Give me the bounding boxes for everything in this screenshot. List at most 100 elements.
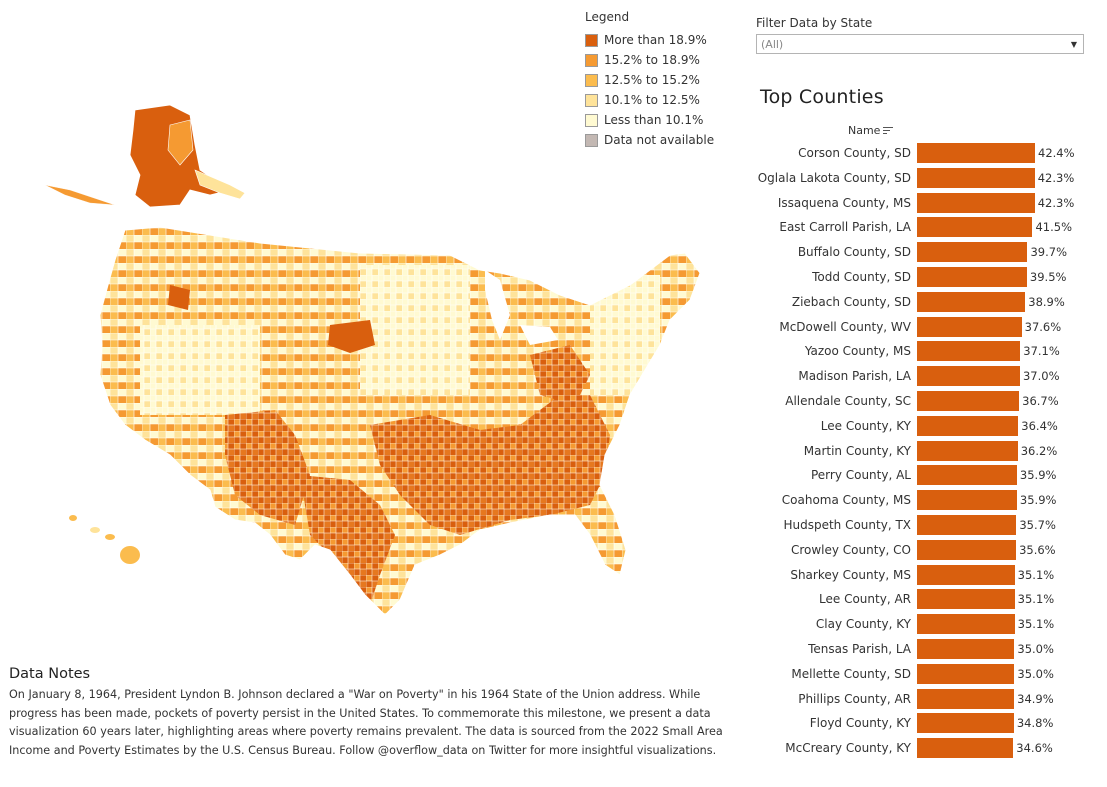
- legend-swatch: [585, 73, 598, 87]
- county-row[interactable]: Todd County, SD 39.5%: [750, 265, 1090, 290]
- county-row[interactable]: Clay County, KY 35.1%: [750, 612, 1090, 637]
- top-counties-title: Top Counties: [760, 86, 884, 108]
- county-choropleth[interactable]: [30, 95, 730, 650]
- county-row[interactable]: Yazoo County, MS 37.1%: [750, 339, 1090, 364]
- poverty-bar[interactable]: [917, 390, 1020, 411]
- county-row[interactable]: Corson County, SD 42.4%: [750, 141, 1090, 166]
- poverty-bar[interactable]: [917, 738, 1014, 759]
- county-row[interactable]: Coahoma County, MS 35.9%: [750, 488, 1090, 513]
- poverty-bar[interactable]: [917, 440, 1018, 461]
- county-name: Corson County, SD: [798, 146, 911, 160]
- sort-icon[interactable]: [883, 126, 894, 135]
- county-row[interactable]: McDowell County, WV 37.6%: [750, 315, 1090, 340]
- county-name: Mellette County, SD: [791, 666, 911, 681]
- poverty-bar[interactable]: [917, 167, 1035, 188]
- county-row[interactable]: Allendale County, SC 36.7%: [750, 389, 1090, 414]
- poverty-value-label: 41.5%: [1035, 220, 1073, 235]
- poverty-bar[interactable]: [917, 341, 1021, 362]
- poverty-bar[interactable]: [917, 688, 1015, 709]
- legend-label: More than 18.9%: [604, 33, 707, 47]
- county-row[interactable]: Lee County, KY 36.4%: [750, 414, 1090, 439]
- poverty-bar[interactable]: [917, 291, 1026, 312]
- poverty-value-label: 36.7%: [1022, 393, 1059, 408]
- state-filter-dropdown[interactable]: (All) ▼: [756, 34, 1084, 54]
- county-name: Lee County, KY: [820, 418, 911, 433]
- county-row[interactable]: Sharkey County, MS 35.1%: [750, 563, 1090, 588]
- hawaii-shape[interactable]: [69, 515, 140, 564]
- county-name: Lee County, AR: [819, 592, 911, 607]
- poverty-bar[interactable]: [917, 465, 1017, 486]
- county-row[interactable]: Hudspeth County, TX 35.7%: [750, 513, 1090, 538]
- legend-swatch: [585, 33, 598, 47]
- legend-item[interactable]: 12.5% to 15.2%: [585, 70, 735, 90]
- poverty-value-label: 35.0%: [1017, 666, 1054, 681]
- poverty-value-label: 42.3%: [1037, 195, 1075, 210]
- county-name: Madison Parish, LA: [798, 369, 911, 384]
- legend-swatch: [585, 113, 598, 127]
- poverty-bar[interactable]: [917, 539, 1017, 560]
- county-name: Perry County, AL: [810, 468, 911, 483]
- poverty-bar[interactable]: [917, 490, 1017, 511]
- name-column-header[interactable]: Name: [848, 124, 894, 137]
- county-name: Crowley County, CO: [790, 542, 911, 557]
- county-name: Martin County, KY: [803, 443, 911, 458]
- county-row[interactable]: Perry County, AL 35.9%: [750, 463, 1090, 488]
- county-name: Allendale County, SC: [785, 393, 911, 408]
- poverty-bar[interactable]: [917, 143, 1035, 163]
- county-row[interactable]: East Carroll Parish, LA 41.5%: [750, 215, 1090, 240]
- county-row[interactable]: Mellette County, SD 35.0%: [750, 662, 1090, 687]
- poverty-bar[interactable]: [917, 638, 1015, 659]
- legend-item[interactable]: 15.2% to 18.9%: [585, 50, 735, 70]
- county-row[interactable]: Ziebach County, SD 38.9%: [750, 290, 1090, 315]
- county-row[interactable]: Madison Parish, LA 37.0%: [750, 364, 1090, 389]
- poverty-value-label: 38.9%: [1028, 294, 1065, 309]
- county-row[interactable]: Martin County, KY 36.2%: [750, 439, 1090, 464]
- legend-item[interactable]: 10.1% to 12.5%: [585, 90, 735, 110]
- county-name: McDowell County, WV: [779, 319, 911, 334]
- filter-title: Filter Data by State: [756, 16, 873, 30]
- poverty-bar[interactable]: [917, 217, 1033, 238]
- county-name: Ziebach County, SD: [791, 294, 911, 309]
- county-name: Oglala Lakota County, SD: [757, 170, 911, 185]
- county-row[interactable]: Buffalo County, SD 39.7%: [750, 240, 1090, 265]
- poverty-bar[interactable]: [917, 366, 1020, 387]
- poverty-bar[interactable]: [917, 713, 1014, 734]
- poverty-bar[interactable]: [917, 192, 1035, 213]
- poverty-bar[interactable]: [917, 415, 1019, 436]
- poverty-value-label: 39.5%: [1029, 269, 1067, 284]
- county-name: Clay County, KY: [815, 617, 911, 632]
- poverty-bar[interactable]: [917, 242, 1028, 263]
- county-row[interactable]: McCreary County, KY 34.6%: [750, 736, 1090, 761]
- poverty-bar[interactable]: [917, 564, 1015, 585]
- county-row[interactable]: Oglala Lakota County, SD 42.3%: [750, 166, 1090, 191]
- legend-swatch: [585, 93, 598, 107]
- county-row[interactable]: Floyd County, KY 34.8%: [750, 711, 1090, 736]
- county-row[interactable]: Tensas Parish, LA 35.0%: [750, 637, 1090, 662]
- poverty-bar[interactable]: [917, 316, 1022, 337]
- us-poverty-map[interactable]: [30, 95, 730, 650]
- legend-item[interactable]: More than 18.9%: [585, 30, 735, 50]
- poverty-bar[interactable]: [917, 266, 1027, 287]
- county-row[interactable]: Phillips County, AR 34.9%: [750, 687, 1090, 712]
- contiguous-us-shape[interactable]: [90, 215, 710, 625]
- poverty-bar[interactable]: [917, 589, 1015, 610]
- chevron-down-icon[interactable]: ▼: [1070, 39, 1077, 49]
- county-row[interactable]: Lee County, AR 35.1%: [750, 587, 1090, 612]
- poverty-value-label: 36.2%: [1020, 443, 1058, 458]
- county-row[interactable]: Issaquena County, MS 42.3%: [750, 191, 1090, 216]
- poverty-value-label: 35.6%: [1019, 542, 1056, 557]
- legend-item[interactable]: Less than 10.1%: [585, 110, 735, 130]
- poverty-value-label: 36.4%: [1021, 418, 1058, 433]
- legend-items: More than 18.9% 15.2% to 18.9% 12.5% to 15…: [585, 30, 735, 150]
- poverty-value-label: 35.7%: [1019, 517, 1056, 532]
- poverty-bar[interactable]: [917, 514, 1017, 535]
- county-row[interactable]: Crowley County, CO 35.6%: [750, 538, 1090, 563]
- poverty-bar[interactable]: [917, 614, 1015, 635]
- poverty-bar[interactable]: [917, 663, 1015, 684]
- legend-title: Legend: [585, 10, 630, 24]
- county-name: Buffalo County, SD: [797, 245, 911, 260]
- legend-swatch: [585, 133, 598, 147]
- poverty-value-label: 37.0%: [1022, 369, 1060, 384]
- county-name: Coahoma County, MS: [781, 493, 911, 508]
- legend-item[interactable]: Data not available: [585, 130, 735, 150]
